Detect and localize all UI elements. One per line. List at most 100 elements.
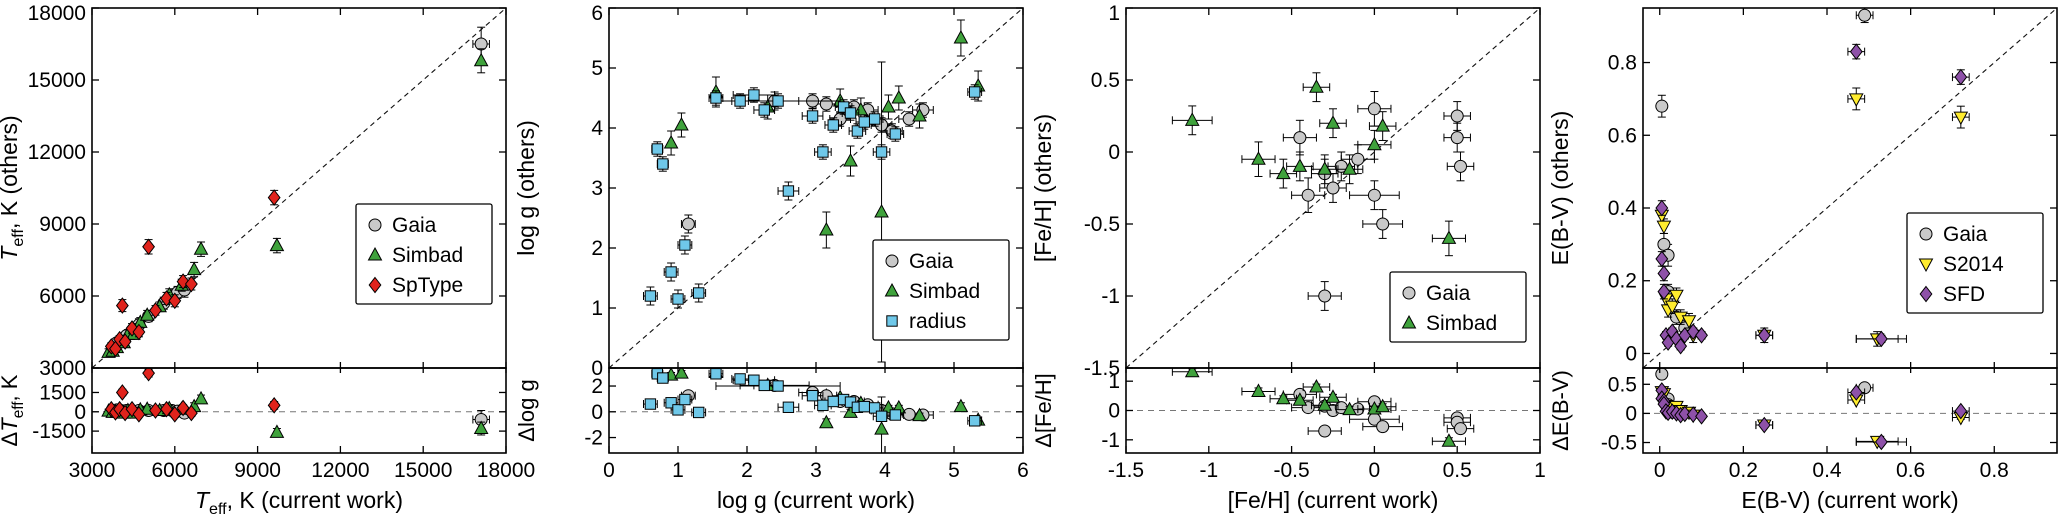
simbad-residual-marker <box>193 390 209 405</box>
radius-marker <box>782 185 795 197</box>
radius-residual-marker <box>889 409 902 421</box>
simbad-marker <box>874 203 889 218</box>
sptype-marker <box>160 290 173 307</box>
sptype-marker <box>115 297 129 314</box>
simbad-residual-marker <box>1375 398 1391 413</box>
sptype-residual-marker <box>176 399 190 417</box>
panel-ebv: 0 0.2 0.4 0.6 0.8 0 0.2 0.4 0.6 0.8 -0.5 0 0.5 E(B-V)… <box>1547 0 2067 521</box>
legend-marker-gaia <box>368 218 382 232</box>
simbad-marker <box>1317 161 1333 175</box>
x-axis-title: [Fe/H] (current work) <box>1228 487 1439 513</box>
sptype-residual-marker <box>132 406 146 423</box>
x-tick-label: -1 <box>1199 459 1218 482</box>
y-tick-label: -0.5 <box>1084 213 1120 236</box>
legend-label-radius: radius <box>909 310 966 333</box>
sfd-marker <box>1695 326 1708 344</box>
residual-y-tick-label: -2 <box>584 427 603 450</box>
sptype-marker <box>176 273 190 290</box>
x-tick-label: 0.8 <box>1980 459 2009 482</box>
simbad-marker <box>139 307 155 321</box>
sfd-points-main <box>1655 43 1968 355</box>
simbad-residual-marker <box>953 398 969 413</box>
radius-residual-marker <box>644 398 657 410</box>
simbad-marker <box>1309 79 1324 93</box>
legend-marker-s2014 <box>1918 258 1934 273</box>
y-tick-label: 0.5 <box>1091 69 1120 92</box>
radius-marker <box>851 125 864 137</box>
radius-marker <box>827 119 839 131</box>
simbad-marker <box>1325 115 1341 129</box>
one-to-one-line <box>1643 8 2057 368</box>
simbad-marker <box>1275 165 1291 180</box>
y-tick-label: 0.2 <box>1608 270 1637 293</box>
y-tick-label: 0 <box>1625 342 1637 365</box>
sfd-residual-marker <box>1686 406 1700 423</box>
residual-plot <box>1126 368 1540 447</box>
sptype-residual-marker <box>168 406 182 423</box>
gaia-residual-marker <box>1376 420 1390 434</box>
simbad-marker <box>1367 136 1382 151</box>
radius-residual-marker <box>710 368 722 380</box>
x-tick-label: -0.5 <box>1274 459 1310 482</box>
simbad-residual-marker <box>1251 383 1266 397</box>
sptype-marker <box>149 302 162 319</box>
sptype-residual-marker <box>115 384 129 401</box>
residual-y-tick-label: -1500 <box>32 420 86 443</box>
gaia-marker <box>1326 181 1340 195</box>
y-axis-title: E(B-V) (others) <box>1547 111 1573 266</box>
s2014-marker <box>1664 300 1680 315</box>
x-axis-title: Teff, K (current work) <box>195 487 403 518</box>
x-tick-label: 9000 <box>234 459 281 482</box>
gaia-marker <box>1367 188 1381 202</box>
residual-y-tick-label: 0 <box>1625 402 1637 425</box>
gaia-marker <box>902 112 916 126</box>
simbad-residual-marker <box>1184 368 1200 378</box>
legend: Gaia Simbad <box>1389 271 1527 343</box>
x-tick-label: 4 <box>879 459 891 482</box>
simbad-marker <box>881 98 896 113</box>
y-axis-title: log g (others) <box>513 120 539 256</box>
simbad-residual-marker <box>819 414 834 429</box>
simbad-marker <box>843 152 858 167</box>
simbad-marker <box>953 29 969 44</box>
residual-plot <box>92 368 506 438</box>
sfd-marker <box>1657 265 1671 282</box>
simbad-residual-marker <box>1309 379 1324 393</box>
residual-y-tick-label: 2 <box>591 375 603 398</box>
main-plot <box>609 8 1023 368</box>
legend-label-gaia: Gaia <box>1426 282 1471 305</box>
x-tick-label: 0.4 <box>1812 459 1842 482</box>
radius-marker <box>772 95 784 107</box>
simbad-marker <box>674 116 689 131</box>
legend: Gaia Simbad SpType <box>355 203 493 305</box>
y-axis-title: Teff, K (others) <box>0 115 27 260</box>
radius-marker <box>748 89 760 101</box>
legend-label-simbad: Simbad <box>909 280 980 303</box>
sptype-marker <box>184 275 198 293</box>
y-tick-label: 4 <box>591 117 603 140</box>
sfd-points-residual <box>1655 382 1968 451</box>
teff-comparison-chart: 3000 6000 9000 12000 15000 18000 3000 6000 9000 1… <box>0 2 535 518</box>
y-tick-label: 2 <box>591 237 603 260</box>
radius-residual-marker <box>672 404 684 416</box>
legend-label-simbad: Simbad <box>1426 312 1497 335</box>
gaia-marker <box>1293 131 1307 145</box>
y-tick-label: 15000 <box>28 69 86 92</box>
y-tick-label: 3 <box>591 177 603 200</box>
radius-residual-marker <box>734 373 746 385</box>
radius-residual-marker <box>693 406 705 419</box>
residual-y-tick-label: -1 <box>1101 429 1120 452</box>
y-tick-label: -1 <box>1101 285 1120 308</box>
gaia-marker <box>1367 102 1381 116</box>
y-tick-label: -1.5 <box>1084 357 1120 380</box>
legend-marker-simbad <box>367 246 383 261</box>
radius-marker <box>969 86 981 98</box>
simbad-marker <box>1375 118 1391 132</box>
s2014-marker <box>1681 315 1697 329</box>
simbad-marker <box>1342 161 1357 175</box>
residual-axis-frame <box>91 367 507 454</box>
y-tick-label: 1 <box>591 297 603 320</box>
simbad-marker <box>891 89 907 104</box>
simbad-points-main <box>663 29 986 236</box>
radius-marker <box>734 95 746 107</box>
